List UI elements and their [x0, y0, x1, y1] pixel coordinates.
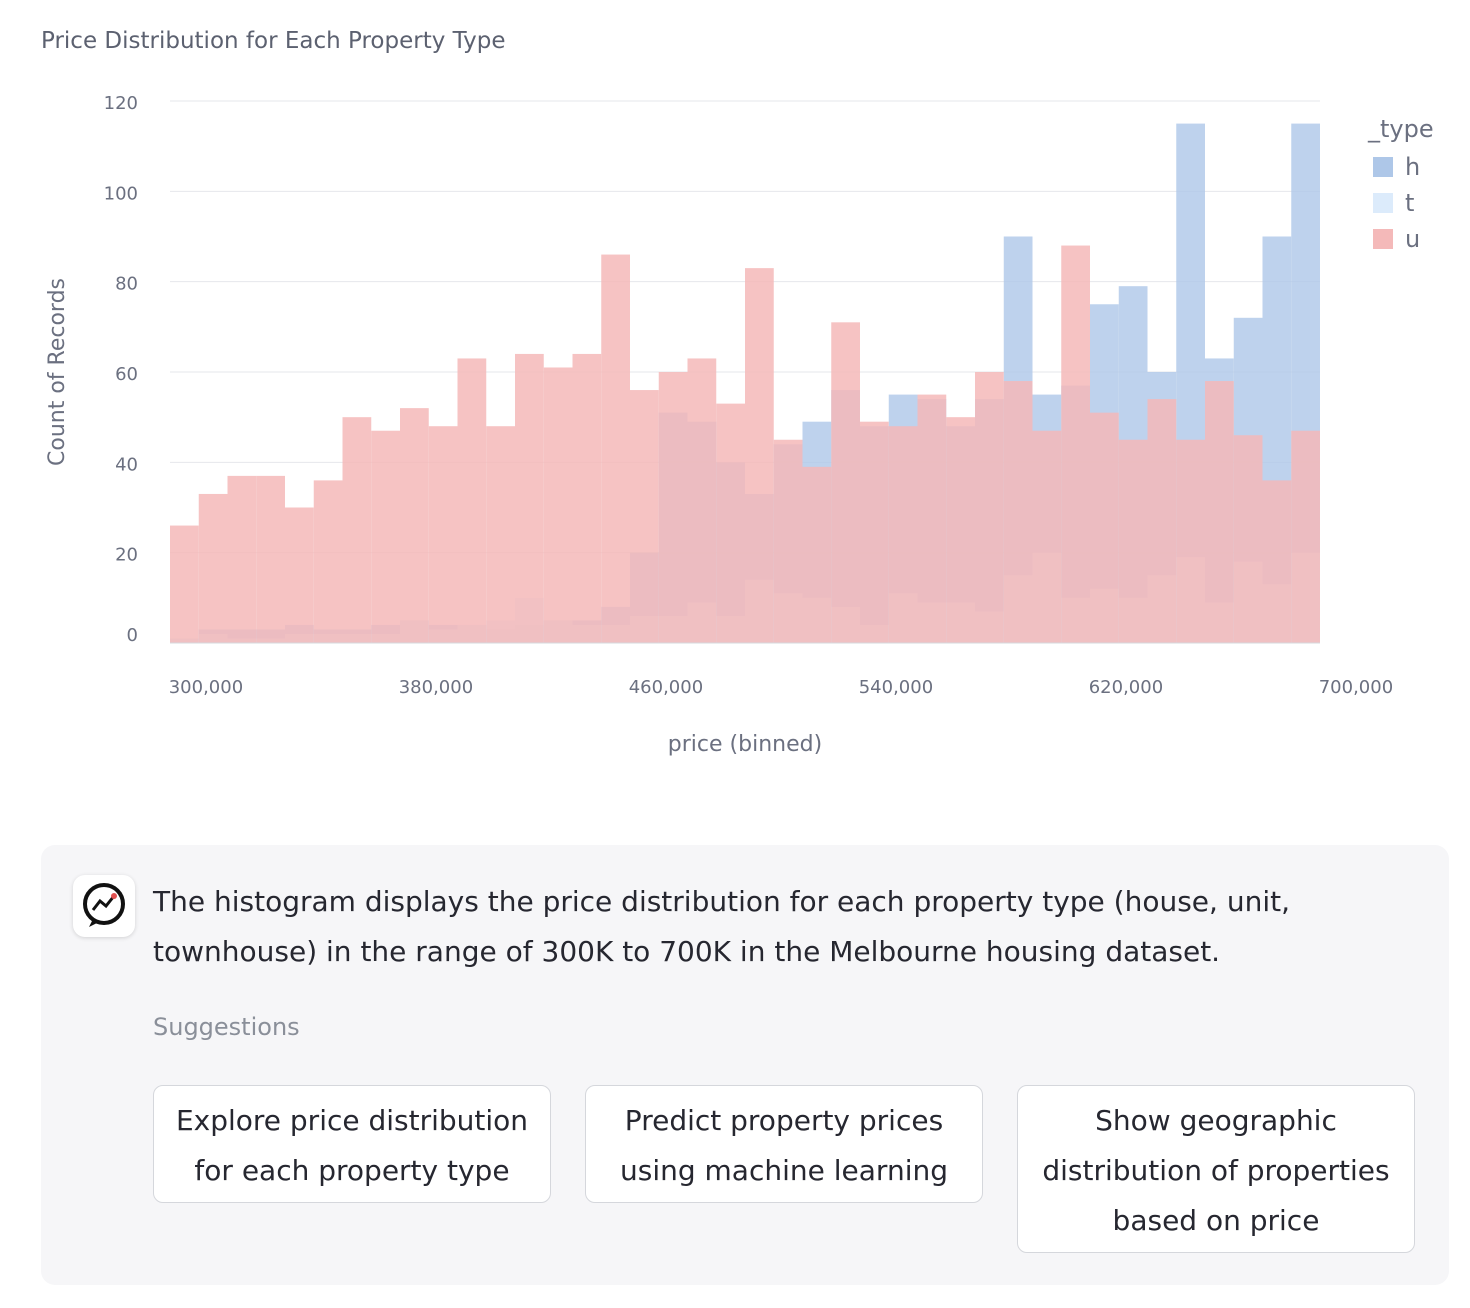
y-axis-title: Count of Records — [45, 278, 70, 466]
bar-u — [1061, 245, 1090, 644]
bar-u — [572, 353, 602, 643]
bar-u — [371, 430, 400, 643]
assistant-message-text: The histogram displays the price distrib… — [153, 885, 1290, 968]
x-tick-label: 620,000 — [1089, 677, 1163, 698]
bar-u — [1291, 430, 1320, 643]
bar-u — [1147, 399, 1177, 643]
chart-panel: Price Distribution for Each Property Typ… — [41, 28, 1434, 757]
bar-u — [313, 480, 343, 643]
bar-u — [428, 426, 458, 643]
legend-label-t: t — [1405, 189, 1414, 217]
x-tick-label: 380,000 — [399, 677, 473, 698]
y-tick-label: 120 — [104, 93, 138, 114]
bar-u — [1233, 435, 1263, 643]
y-tick-label: 20 — [115, 545, 138, 566]
bar-u — [1003, 381, 1033, 643]
bar-u — [658, 372, 688, 643]
y-tick-label: 0 — [127, 625, 138, 646]
x-tick-label: 300,000 — [169, 677, 243, 698]
bar-u — [515, 353, 544, 643]
bar-u — [745, 268, 774, 643]
chart-title: Price Distribution for Each Property Typ… — [41, 28, 506, 54]
bar-u — [1090, 412, 1119, 643]
legend-label-h: h — [1405, 153, 1420, 181]
bar-u — [543, 367, 573, 643]
bar-u — [1262, 480, 1292, 643]
bar-u — [486, 426, 515, 643]
bar-u — [256, 475, 285, 643]
legend-swatch-u — [1373, 229, 1393, 249]
x-tick-label: 700,000 — [1319, 677, 1393, 698]
bar-u — [1205, 381, 1234, 643]
bar-u — [802, 466, 832, 643]
bar-u — [888, 426, 918, 643]
x-tick-label: 540,000 — [859, 677, 933, 698]
assistant-message-card: The histogram displays the price distrib… — [41, 845, 1449, 1285]
x-tick-label: 460,000 — [629, 677, 703, 698]
bar-u — [975, 372, 1004, 643]
bar-u — [198, 493, 228, 643]
bar-u — [687, 358, 717, 643]
y-tick-label: 80 — [115, 274, 138, 295]
suggestion-button-predict-prices[interactable]: Predict property prices using machine le… — [585, 1085, 983, 1203]
suggestions-heading: Suggestions — [153, 1013, 300, 1041]
y-tick-label: 100 — [104, 183, 138, 204]
bar-u — [716, 403, 745, 643]
legend-swatch-h — [1373, 157, 1393, 177]
bar-u — [1032, 430, 1062, 643]
x-axis-title: price (binned) — [668, 732, 822, 757]
suggestion-button-geographic-distribution[interactable]: Show geographic distribution of properti… — [1017, 1085, 1415, 1253]
bar-u — [601, 254, 630, 644]
y-tick-label: 40 — [115, 454, 138, 475]
bar-u — [917, 394, 947, 643]
legend-title: _type — [1367, 115, 1434, 143]
bar-u — [1118, 439, 1148, 643]
bar-u — [946, 417, 975, 643]
bar-u — [860, 421, 889, 643]
bar-u — [227, 475, 257, 643]
bot-avatar-icon — [73, 875, 135, 937]
y-tick-label: 60 — [115, 364, 138, 385]
bar-u — [400, 408, 429, 643]
bar-u — [170, 525, 199, 643]
bar-u — [285, 507, 314, 643]
bar-u — [773, 439, 803, 643]
bar-u — [1176, 439, 1205, 643]
histogram-chart: 0 20 40 60 80 100 120 300,000 380,000 460,000 540,… — [45, 93, 1434, 757]
bar-u — [342, 417, 372, 643]
suggestion-button-price-distribution[interactable]: Explore price distribution for each prop… — [153, 1085, 551, 1203]
legend-swatch-t — [1373, 193, 1393, 213]
legend-label-u: u — [1405, 225, 1420, 253]
bar-u — [630, 390, 659, 643]
bar-u — [831, 322, 860, 643]
bar-u — [457, 358, 487, 643]
